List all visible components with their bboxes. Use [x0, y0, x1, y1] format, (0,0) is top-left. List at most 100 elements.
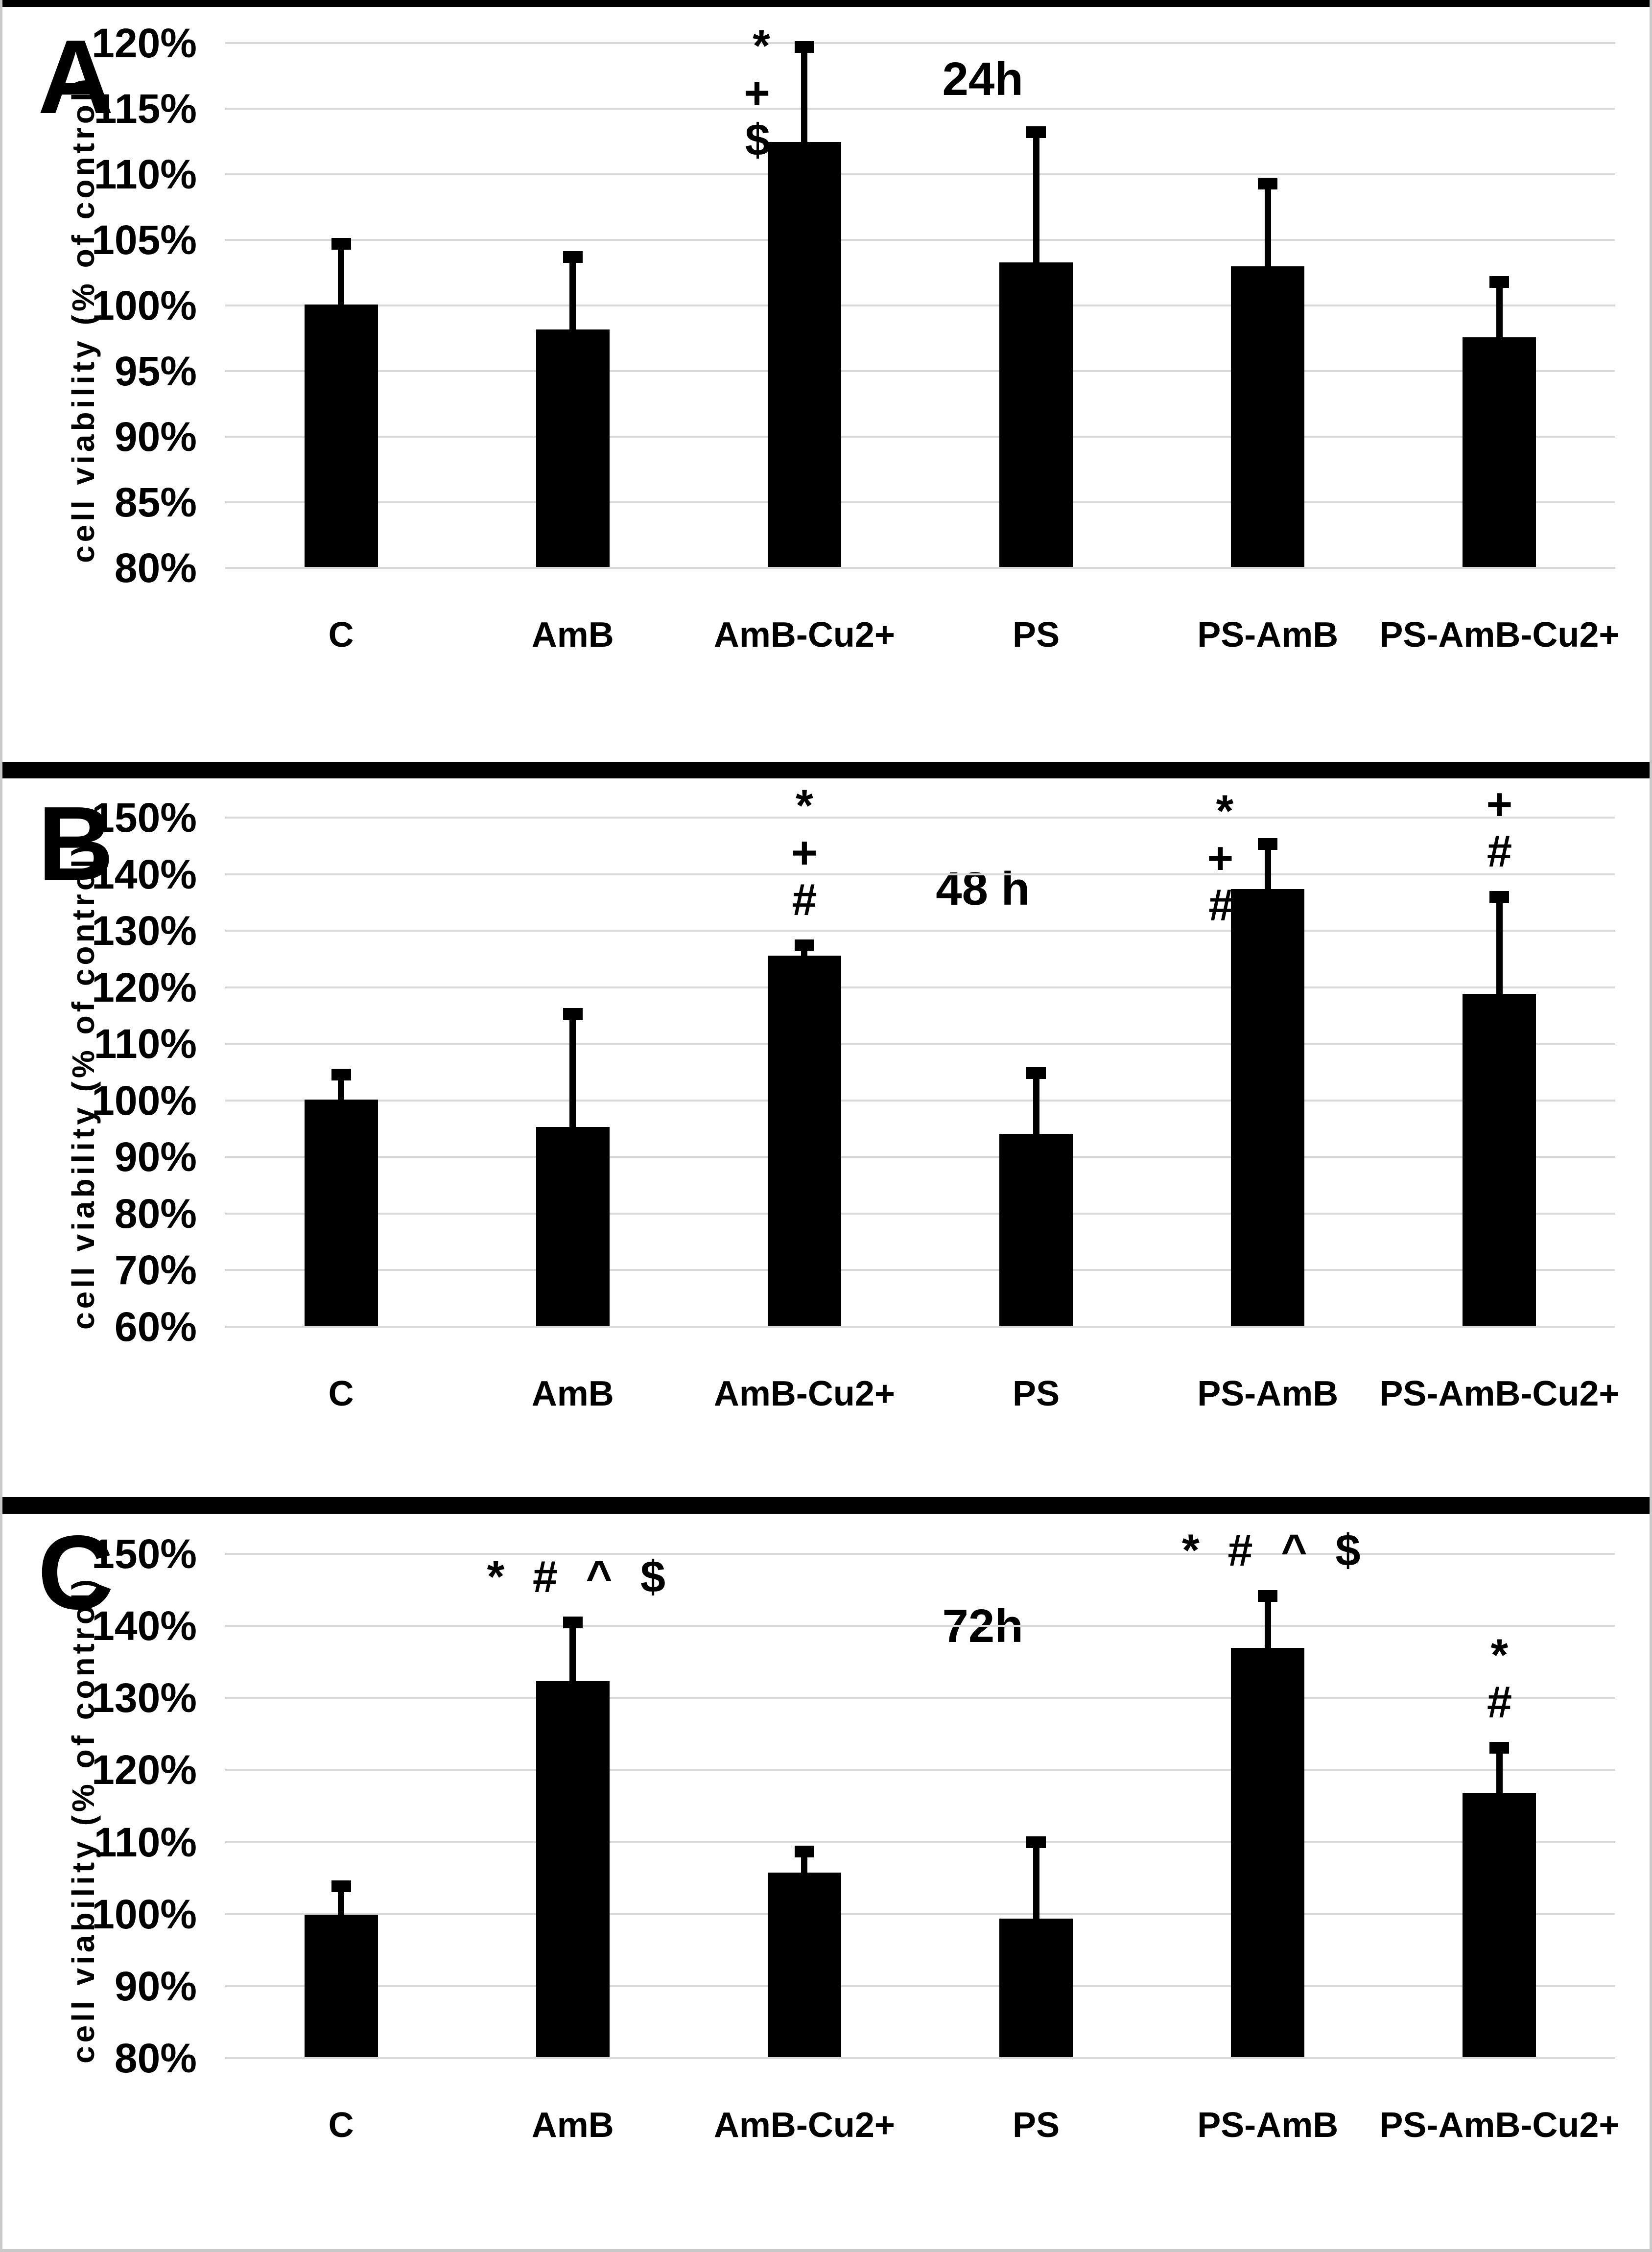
y-tick-label: 120% — [92, 964, 197, 1010]
plot-area-A: * + $ — [225, 23, 1615, 569]
x-label-PS-AmB-Cu2+: PS-AmB-Cu2+ — [1379, 1374, 1620, 1413]
gridline — [225, 1043, 1615, 1045]
bar-AmB — [536, 1681, 610, 2057]
error-bar-PS-AmB — [1264, 1591, 1271, 1668]
bar-PS — [999, 262, 1073, 567]
error-bar-PS — [1033, 127, 1039, 282]
significance-annotation-AmB-Cu2+: * + # — [791, 781, 818, 925]
bar-PS-AmB — [1231, 1648, 1305, 2057]
gridline — [225, 436, 1615, 438]
gridline — [225, 501, 1615, 503]
error-bar-cap — [794, 1846, 814, 1858]
x-label-C: C — [328, 1374, 354, 1413]
x-label-PS-AmB-Cu2+: PS-AmB-Cu2+ — [1379, 615, 1620, 655]
panel-72h: C cell viability (% of control) 72h * # … — [2, 1514, 1650, 2247]
y-tick-label: 140% — [92, 1603, 197, 1649]
gridline — [225, 1156, 1615, 1158]
x-label-PS: PS — [1013, 2106, 1060, 2145]
gridline — [225, 930, 1615, 932]
error-bar-cap — [331, 1068, 351, 1080]
gridline — [225, 1985, 1615, 1987]
x-label-PS-AmB: PS-AmB — [1197, 1374, 1339, 1413]
bar-PS-AmB — [1231, 889, 1305, 1326]
gridline — [225, 567, 1615, 569]
gridline — [225, 1099, 1615, 1102]
y-tick-label: 105% — [92, 217, 197, 263]
error-bar-cap — [1258, 838, 1278, 850]
gridline — [225, 1212, 1615, 1215]
bar-PS-AmB-Cu2+ — [1463, 337, 1536, 567]
x-label-PS-AmB-Cu2+: PS-AmB-Cu2+ — [1379, 2106, 1620, 2145]
y-tick-label: 80% — [114, 1190, 197, 1237]
bar-AmB-Cu2+ — [767, 1873, 841, 2057]
bar-AmB — [536, 1127, 610, 1326]
panel-divider — [2, 1497, 1650, 1514]
gridline — [225, 1841, 1615, 1843]
bar-C — [304, 1914, 378, 2057]
y-tick-label: 140% — [92, 851, 197, 897]
error-bar-cap — [331, 1880, 351, 1892]
bar-PS — [999, 1134, 1073, 1326]
error-bar-PS — [1033, 1068, 1039, 1154]
bar-PS-AmB-Cu2+ — [1463, 993, 1536, 1326]
y-tick-label: 150% — [92, 1531, 197, 1577]
bar-PS — [999, 1919, 1073, 2057]
gridline — [225, 1913, 1615, 1915]
gridline — [225, 42, 1615, 44]
x-label-PS-AmB: PS-AmB — [1197, 2106, 1339, 2145]
bar-C — [304, 1099, 378, 1326]
y-tick-label: 90% — [114, 1963, 197, 2009]
panel-divider — [2, 762, 1650, 778]
gridline — [225, 239, 1615, 241]
error-bar-cap — [1489, 1742, 1510, 1754]
y-tick-label: 110% — [94, 1021, 197, 1067]
y-tick-label: 100% — [92, 1077, 197, 1124]
x-label-AmB: AmB — [531, 2106, 614, 2145]
error-bar-C — [338, 239, 345, 324]
error-bar-AmB — [569, 1009, 576, 1147]
y-tick-label: 110% — [94, 1819, 197, 1865]
error-bar-cap — [794, 939, 814, 952]
y-tick-label: 95% — [114, 348, 197, 394]
plot-area-C: * # ^ $ * # ^ $ * # — [225, 1525, 1615, 2059]
gridline — [225, 2057, 1615, 2059]
y-tick-label: 115% — [94, 86, 197, 132]
gridline — [225, 108, 1615, 110]
error-bar-cap — [1026, 126, 1046, 139]
y-tick-label: 110% — [94, 151, 197, 197]
gridline — [225, 1326, 1615, 1328]
top-border-bar — [2, 0, 1650, 7]
error-bar-AmB-Cu2+ — [801, 42, 808, 162]
error-bar-C — [338, 1881, 345, 1934]
y-tick-label: 100% — [92, 282, 197, 328]
panel-title-24h: 24h — [942, 53, 1023, 105]
error-bar-cap — [1489, 276, 1510, 288]
error-bar-cap — [1258, 177, 1278, 189]
y-tick-label: 60% — [114, 1304, 197, 1350]
gridline — [225, 986, 1615, 988]
gridline — [225, 305, 1615, 306]
panel-letter-C: C — [38, 1513, 114, 1631]
error-bar-PS-AmB — [1264, 178, 1271, 286]
x-label-AmB-Cu2+: AmB-Cu2+ — [713, 1374, 895, 1413]
error-bar-PS-AmB-Cu2+ — [1496, 277, 1503, 357]
y-tick-label: 80% — [114, 2035, 197, 2081]
significance-annotation-AmB-Cu2+: * + $ — [744, 21, 770, 165]
significance-annotation-PS-AmB-Cu2+: + # — [1486, 779, 1513, 876]
gridline — [225, 173, 1615, 175]
error-bar-cap — [1026, 1836, 1046, 1849]
significance-annotation-PS-AmB: * + # — [1207, 786, 1234, 931]
error-bar-PS-AmB — [1264, 839, 1271, 909]
error-bar-cap — [563, 251, 583, 263]
y-tick-label: 120% — [92, 1747, 197, 1793]
error-bar-C — [338, 1069, 345, 1119]
y-tick-label: 80% — [114, 545, 197, 591]
x-label-AmB: AmB — [531, 1374, 614, 1413]
x-label-C: C — [328, 2106, 354, 2145]
panel-letter-B: B — [38, 784, 114, 902]
significance-annotation-AmB: * # ^ $ — [487, 1552, 674, 1602]
error-bar-AmB — [569, 252, 576, 349]
x-label-C: C — [328, 615, 354, 655]
bar-C — [304, 305, 378, 567]
